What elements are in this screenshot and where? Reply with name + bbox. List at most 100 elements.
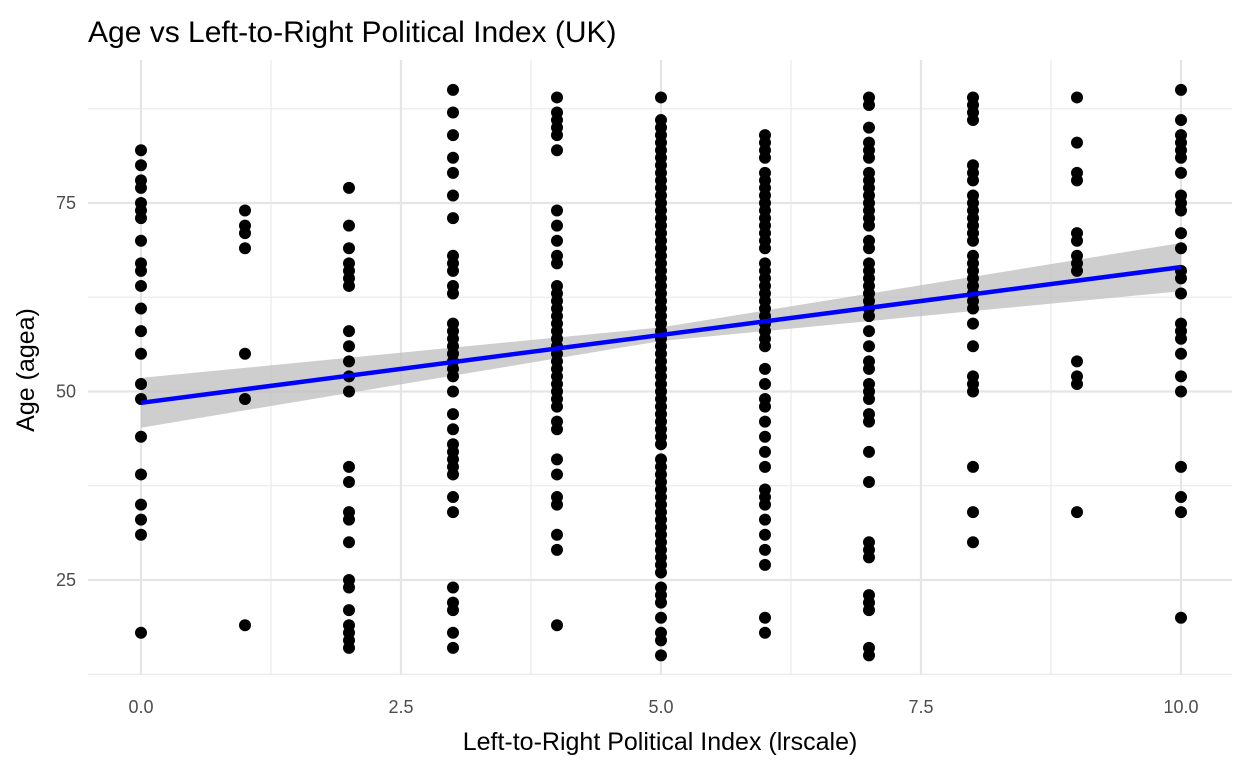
data-point-274 — [863, 551, 875, 564]
data-point-122 — [551, 528, 563, 541]
chart-title: Age vs Left-to-Right Political Index (UK… — [88, 16, 617, 49]
data-point-35 — [343, 279, 355, 292]
data-point-95 — [551, 219, 563, 232]
y-axis-title: Age (agea) — [12, 308, 40, 432]
data-point-3 — [135, 181, 147, 194]
data-point-315 — [1071, 234, 1083, 247]
data-point-14 — [135, 377, 147, 390]
data-point-57 — [447, 166, 459, 179]
data-point-59 — [447, 212, 459, 225]
data-point-96 — [551, 234, 563, 247]
data-point-269 — [863, 415, 875, 428]
data-point-24 — [239, 227, 251, 240]
data-point-123 — [551, 543, 563, 556]
data-point-36 — [343, 325, 355, 338]
data-point-124 — [551, 619, 563, 632]
data-point-234 — [759, 558, 771, 571]
data-point-235 — [759, 611, 771, 624]
y-tick-label-0: 25 — [56, 570, 76, 590]
data-point-250 — [863, 219, 875, 232]
data-point-86 — [447, 626, 459, 639]
data-point-346 — [1175, 506, 1187, 519]
data-point-308 — [967, 506, 979, 519]
data-point-261 — [863, 325, 875, 338]
data-point-328 — [1175, 151, 1187, 164]
data-point-87 — [447, 641, 459, 654]
data-point-92 — [551, 129, 563, 142]
data-point-307 — [967, 460, 979, 473]
data-point-309 — [967, 536, 979, 549]
data-point-52 — [343, 641, 355, 654]
data-point-42 — [343, 475, 355, 488]
data-point-188 — [655, 596, 667, 609]
data-point-29 — [343, 181, 355, 194]
data-point-262 — [863, 340, 875, 353]
data-point-115 — [551, 400, 563, 413]
x-axis-title: Left-to-Right Political Index (lrscale) — [463, 728, 858, 756]
data-point-238 — [863, 98, 875, 111]
data-point-239 — [863, 121, 875, 134]
data-point-64 — [447, 287, 459, 300]
data-point-286 — [967, 174, 979, 187]
data-point-53 — [447, 83, 459, 96]
data-point-336 — [1175, 272, 1187, 285]
data-point-306 — [967, 385, 979, 398]
data-point-236 — [759, 626, 771, 639]
data-point-19 — [135, 513, 147, 526]
data-point-169 — [655, 438, 667, 451]
data-point-271 — [863, 475, 875, 488]
data-point-223 — [759, 400, 771, 413]
data-point-0 — [135, 144, 147, 157]
data-point-264 — [863, 362, 875, 375]
data-point-226 — [759, 445, 771, 458]
data-point-313 — [1071, 174, 1083, 187]
data-point-270 — [863, 445, 875, 458]
data-point-230 — [759, 498, 771, 511]
data-point-323 — [1175, 83, 1187, 96]
data-point-22 — [239, 204, 251, 217]
data-point-74 — [447, 408, 459, 421]
data-point-337 — [1175, 287, 1187, 300]
data-point-27 — [239, 393, 251, 406]
data-point-56 — [447, 151, 459, 164]
data-point-185 — [655, 566, 667, 579]
data-point-80 — [447, 468, 459, 481]
data-point-38 — [343, 355, 355, 368]
data-point-333 — [1175, 227, 1187, 240]
data-point-196 — [759, 151, 771, 164]
data-point-54 — [447, 106, 459, 119]
data-point-73 — [447, 385, 459, 398]
data-point-252 — [863, 242, 875, 255]
data-point-30 — [343, 219, 355, 232]
data-point-11 — [135, 302, 147, 315]
data-point-93 — [551, 144, 563, 157]
data-point-347 — [1175, 611, 1187, 624]
data-point-283 — [967, 114, 979, 127]
data-point-342 — [1175, 370, 1187, 383]
data-point-94 — [551, 204, 563, 217]
x-axis-ticks: 0.0 2.5 5.0 7.5 10.0 — [128, 697, 1198, 717]
data-point-310 — [1071, 91, 1083, 104]
data-point-117 — [551, 423, 563, 436]
y-axis-ticks: 25 50 75 — [56, 193, 76, 590]
data-point-45 — [343, 536, 355, 549]
data-point-318 — [1071, 264, 1083, 277]
data-point-332 — [1175, 204, 1187, 217]
data-point-334 — [1175, 242, 1187, 255]
data-point-75 — [447, 423, 459, 436]
data-point-10 — [135, 279, 147, 292]
data-point-221 — [759, 377, 771, 390]
data-point-303 — [967, 340, 979, 353]
data-point-18 — [135, 498, 147, 511]
data-point-233 — [759, 543, 771, 556]
data-point-321 — [1071, 377, 1083, 390]
data-point-85 — [447, 604, 459, 617]
data-point-225 — [759, 430, 771, 443]
data-point-191 — [655, 634, 667, 647]
data-point-31 — [343, 242, 355, 255]
data-point-192 — [655, 649, 667, 662]
data-point-301 — [967, 302, 979, 315]
data-point-62 — [447, 264, 459, 277]
data-point-20 — [135, 528, 147, 541]
